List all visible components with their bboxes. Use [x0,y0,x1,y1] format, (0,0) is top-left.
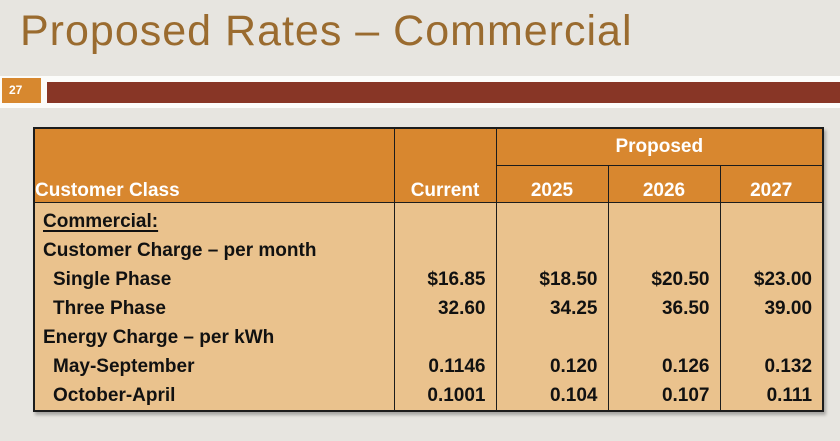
cell-2025: $18.50 [495,265,609,294]
cell-2027: 0.111 [719,381,824,411]
header-band: 27 [0,76,840,108]
table-row-october-april: October-April 0.1001 0.104 0.107 0.111 [33,381,824,411]
cell-2026: $20.50 [607,265,721,294]
cell-2027 [719,236,824,265]
cell-2026: 0.126 [607,352,721,381]
col-header-year-2026: 2026 [607,165,721,203]
cell-2027: 39.00 [719,294,824,323]
row-label: Energy Charge – per kWh [33,323,395,352]
cell-current [393,236,497,265]
row-label: Three Phase [33,294,395,323]
table-row-customer-charge: Customer Charge – per month [33,236,824,265]
cell-2027: $23.00 [719,265,824,294]
col-header-customer-class: Customer Class [33,127,395,203]
col-header-proposed: Proposed [495,127,824,166]
cell-2027: 0.132 [719,352,824,381]
col-header-year-2027: 2027 [719,165,824,203]
cell-2026 [607,202,721,236]
cell-2025 [495,236,609,265]
cell-2025: 0.120 [495,352,609,381]
header-row-1: Customer Class Current Proposed [33,127,824,203]
cell-2025 [495,323,609,352]
col-header-current: Current [393,127,497,203]
row-label: Commercial: [33,202,395,236]
cell-2026: 36.50 [607,294,721,323]
accent-bar [47,82,840,103]
row-label: Customer Charge – per month [33,236,395,265]
row-label: October-April [33,381,395,411]
table-row-commercial: Commercial: [33,202,824,236]
page-number-badge: 27 [2,78,41,103]
row-label: Single Phase [33,265,395,294]
cell-2025 [495,202,609,236]
cell-2025: 0.104 [495,381,609,411]
cell-2026 [607,236,721,265]
row-label: May-September [33,352,395,381]
cell-2026 [607,323,721,352]
cell-current [393,323,497,352]
cell-current [393,202,497,236]
table-row-may-september: May-September 0.1146 0.120 0.126 0.132 [33,352,824,381]
cell-current: 0.1146 [393,352,497,381]
cell-2025: 34.25 [495,294,609,323]
page-number: 27 [9,83,23,97]
col-header-year-2025: 2025 [495,165,609,203]
rates-table: Customer Class Current Proposed 2025 202… [33,127,825,412]
cell-2027 [719,323,824,352]
cell-current: $16.85 [393,265,497,294]
cell-current: 0.1001 [393,381,497,411]
cell-2027 [719,202,824,236]
table-row-energy-charge: Energy Charge – per kWh [33,323,824,352]
slide-title: Proposed Rates – Commercial [20,7,633,55]
cell-2026: 0.107 [607,381,721,411]
rates-table-header: Customer Class Current Proposed 2025 202… [33,127,824,203]
header-row-2: 2025 2026 2027 [34,165,824,203]
rates-table-body: Commercial: Customer Charge – per month … [33,202,824,411]
row-label-text: Commercial: [43,210,159,232]
table-row-three-phase: Three Phase 32.60 34.25 36.50 39.00 [33,294,824,323]
table-row-single-phase: Single Phase $16.85 $18.50 $20.50 $23.00 [33,265,824,294]
cell-current: 32.60 [393,294,497,323]
